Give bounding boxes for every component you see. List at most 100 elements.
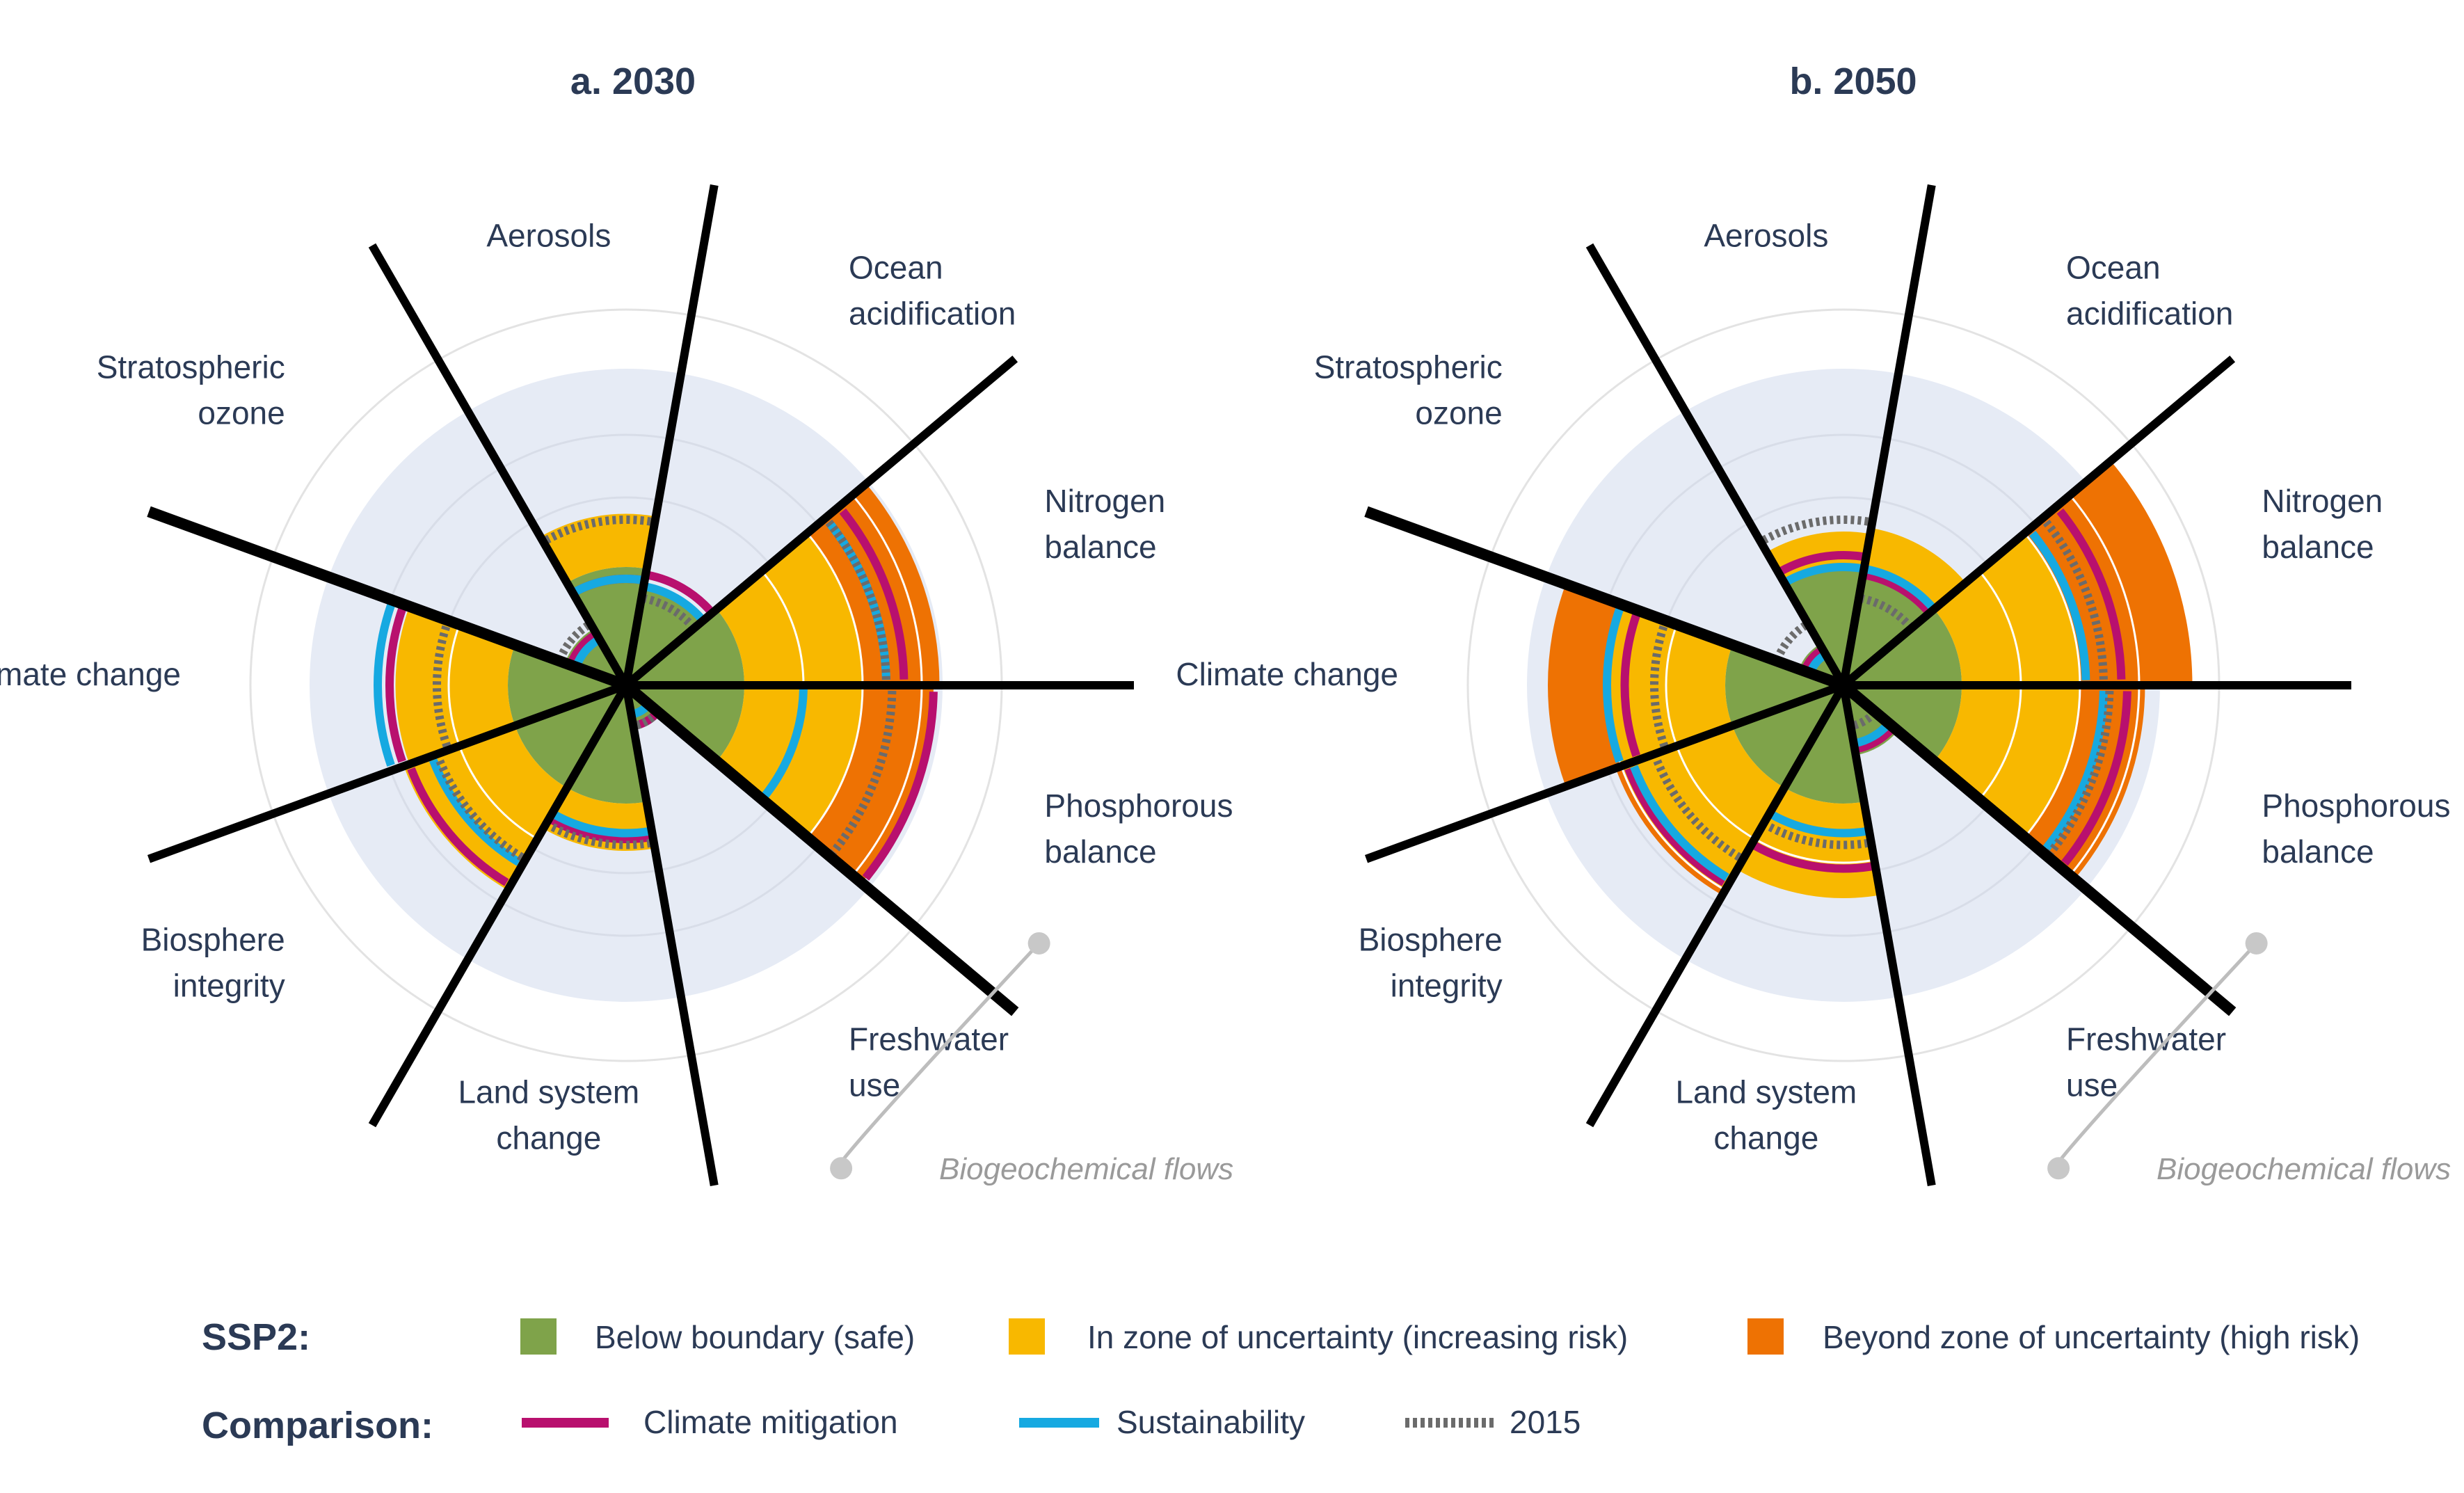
legend-swatch-uncertainty	[1009, 1318, 1045, 1355]
sector-aerosols	[1761, 516, 1871, 685]
sector-divider	[622, 684, 719, 1186]
sustainability-arc	[1630, 765, 1729, 881]
boundary-label-line: integrity	[1391, 967, 1503, 1003]
ring-separator	[458, 745, 538, 840]
bracket-end-dot	[2047, 1157, 2070, 1180]
sustainability-arc	[761, 689, 808, 799]
boundary-label-line: Land system	[1675, 1073, 1857, 1110]
boundary-label-line: acidification	[2066, 296, 2233, 332]
bracket-curve	[2051, 942, 2258, 1174]
boundary-label-line: use	[2066, 1067, 2118, 1103]
boundary-label: Phosphorous balance	[1044, 788, 1233, 870]
boundary-label-line: Land system	[458, 1073, 639, 1110]
sustainability-arc	[1784, 563, 1862, 586]
sector-divider	[147, 506, 628, 691]
ring-separator	[761, 570, 805, 686]
high-risk-bar	[807, 685, 934, 884]
ring-separator	[2069, 494, 2141, 686]
panel-title-2050: b. 2050	[1789, 61, 1917, 102]
uncertainty-bar	[395, 606, 515, 765]
baseline-2015-arc	[433, 623, 451, 748]
safe-bar	[1732, 685, 1843, 788]
sector-divider	[1364, 681, 1846, 863]
ring-separator	[806, 685, 864, 838]
legend-label-uncertainty: In zone of uncertainty (increasing risk)	[1087, 1319, 1628, 1355]
legend-label-high-risk: Beyond zone of uncertainty (high risk)	[1823, 1319, 2360, 1355]
panel-2050: b. 2050 Stratospheric ozone Aerosols Ocean a…	[1176, 61, 2451, 1186]
legend-swatch-high-risk	[1747, 1318, 1784, 1355]
ring-separator	[1978, 685, 2022, 800]
sector-divider	[1839, 680, 2237, 1016]
sector-phosphorous-balance	[1843, 685, 2145, 879]
boundary-label: Stratospheric ozone	[1314, 349, 1503, 431]
climate-mitigation-arc	[1624, 767, 1727, 886]
sustainability-arc	[552, 811, 650, 838]
climate-mitigation-arc	[647, 570, 714, 614]
boundary-label: Aerosols	[1704, 218, 1828, 254]
boundary-label: Biosphere integrity	[141, 921, 285, 1003]
biogeochemical-flows-label: Biogeochemical flows	[939, 1152, 1233, 1186]
sector-biosphere-integrity	[403, 685, 626, 891]
sector-divider	[623, 356, 1018, 689]
boundary-label: Stratospheric ozone	[97, 349, 285, 431]
safe-bar	[567, 567, 647, 685]
legend: SSP2: Below boundary (safe) In zone of u…	[202, 1316, 2360, 1446]
ring-separator	[806, 532, 864, 686]
boundary-label: Aerosols	[486, 218, 611, 254]
boundary-label-line: Freshwater	[2066, 1021, 2226, 1057]
boundary-label-line: Biosphere	[1359, 921, 1503, 957]
sustainability-arc	[1865, 565, 1936, 611]
baseline-2015-arc	[825, 519, 890, 680]
sustainability-arc	[1770, 811, 1867, 838]
boundary-label-line: Phosphorous	[1044, 788, 1233, 824]
bracket-end-dot	[1027, 932, 1050, 955]
sector-divider	[1841, 356, 2236, 689]
boundary-label-line: change	[496, 1119, 601, 1156]
uncertainty-bar	[540, 513, 656, 583]
sector-ocean-acidification	[1843, 527, 1966, 685]
sustainability-arc	[573, 575, 643, 596]
climate-mitigation-arc	[1864, 570, 1932, 614]
boundary-label: Land system change	[458, 1073, 639, 1156]
boundary-label: Freshwater use	[849, 1021, 1009, 1103]
bracket-end-dot	[830, 1157, 853, 1180]
uncertainty-bar	[717, 533, 863, 685]
climate-mitigation-arc	[550, 816, 650, 843]
baseline-2015-arc	[1773, 621, 1809, 662]
boundary-label-line: use	[849, 1067, 900, 1103]
boundary-label-line: Climate change	[1176, 656, 1398, 692]
climate-mitigation-arc	[1779, 551, 1864, 575]
legend-label-safe: Below boundary (safe)	[595, 1319, 915, 1355]
sector-divider	[622, 184, 719, 687]
boundary-label: Land system change	[1675, 1073, 1857, 1156]
boundary-label-line: Ocean	[849, 250, 943, 286]
sector-phosphorous-balance	[626, 685, 938, 884]
sector-divider	[368, 243, 630, 687]
sustainability-arc	[644, 582, 705, 622]
sector-land-system-change	[543, 685, 655, 852]
boundary-label: Freshwater use	[2066, 1021, 2226, 1103]
legend-label-2015: 2015	[1510, 1404, 1581, 1440]
sustainability-arc	[2042, 690, 2108, 852]
boundary-label-line: balance	[2262, 529, 2374, 565]
baseline-2015-arc	[2042, 519, 2108, 680]
baseline-2015-arc	[830, 690, 897, 855]
sustainability-arc	[2029, 530, 2090, 680]
boundary-label: Ocean acidification	[2066, 250, 2233, 332]
boundary-label-line: Climate change	[0, 656, 181, 692]
sector-divider	[368, 682, 630, 1128]
high-risk-bar	[1548, 584, 1622, 787]
ring-separator	[1620, 765, 1726, 891]
sector-biosphere-integrity	[1615, 685, 1843, 895]
sector-ocean-acidification	[626, 570, 714, 685]
biogeochemical-flows-annotation: Biogeochemical flows	[2047, 932, 2451, 1186]
safe-bar	[515, 685, 626, 788]
climate-mitigation-arc	[385, 607, 406, 763]
safe-bar	[1784, 685, 1864, 804]
sector-nitrogen-balance	[626, 484, 940, 686]
boundary-label-line: Biosphere	[141, 921, 285, 957]
safe-bar	[567, 685, 647, 804]
ring-separator	[1665, 624, 1678, 746]
ring-separator	[1754, 838, 1875, 864]
